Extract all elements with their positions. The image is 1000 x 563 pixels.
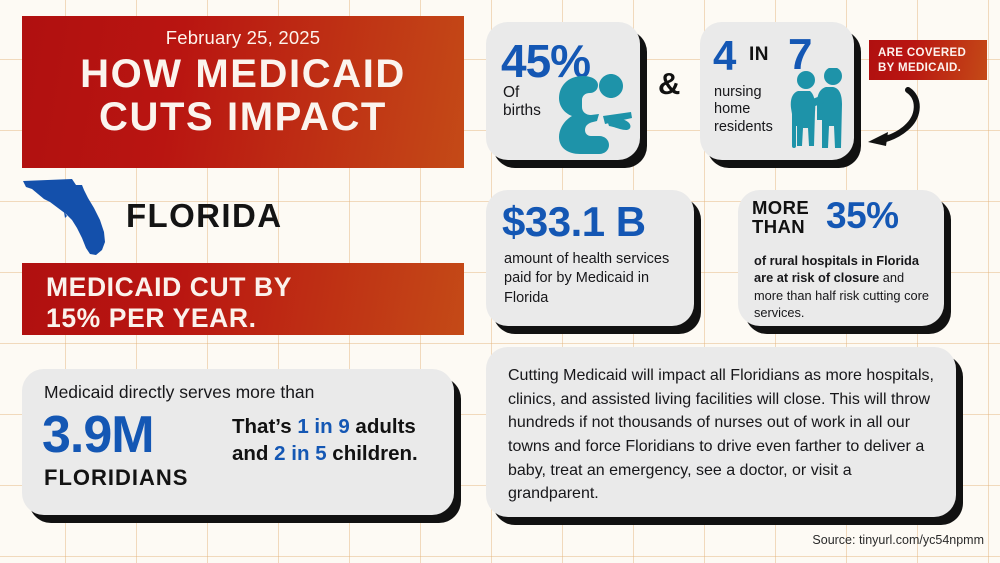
nursing-numerator: 4 xyxy=(713,32,737,79)
florida-label: FLORIDA xyxy=(126,197,283,234)
florida-row: FLORIDA xyxy=(18,179,458,255)
amount-desc-line2: paid for by Medicaid in Florida xyxy=(504,270,650,306)
rural-prefix-line2: THAN xyxy=(752,215,805,237)
cut-banner-line1: MEDICAID CUT BY xyxy=(46,272,293,302)
serves-adults-word: adults and xyxy=(232,415,416,465)
nursing-label-line3: residents xyxy=(714,118,773,135)
rural-description: of rural hospitals in Florida are at ris… xyxy=(754,252,934,322)
serves-intro-text: Medicaid directly serves more than xyxy=(44,382,315,402)
stat-card-nursing-home: 4 IN 7 nursing home residents xyxy=(700,22,854,160)
page-title-line2: CUTS IMPACT xyxy=(99,94,387,139)
serves-unit-label: FLORIDIANS xyxy=(44,465,189,490)
serves-value: 3.9M xyxy=(42,406,155,464)
source-citation: Source: tinyurl.com/yc54npmm xyxy=(812,533,984,547)
births-label-line1: Of xyxy=(503,84,520,101)
cut-banner-text: MEDICAID CUT BY 15% PER YEAR. xyxy=(22,263,464,333)
title-banner: February 25, 2025 HOW MEDICAID CUTS IMPA… xyxy=(22,16,464,168)
nursing-denominator: 7 xyxy=(788,30,813,79)
rural-desc-bold: of rural hospitals in Florida are at ris… xyxy=(754,253,919,286)
curved-arrow-down-left-icon xyxy=(868,87,920,146)
serves-ratio-text: That’s 1 in 9 adults and 2 in 5 children… xyxy=(232,414,437,467)
serves-ratio-children-a: 2 in xyxy=(274,441,310,465)
covered-by-medicaid-badge: ARE COVERED BY MEDICAID. xyxy=(869,40,987,80)
rural-prefix: MORE THAN xyxy=(752,197,810,237)
stat-card-health-services-amount: $33.1 B amount of health services paid f… xyxy=(486,190,694,326)
publication-date: February 25, 2025 xyxy=(165,27,321,48)
amount-desc-line1: amount of health services xyxy=(504,251,670,267)
elderly-caregiver-icon xyxy=(790,68,842,148)
florida-state-map-icon xyxy=(23,179,105,255)
nursing-label-line1: nursing xyxy=(714,84,762,100)
ampersand-connector: & xyxy=(658,66,681,101)
cut-banner-line2: 15% PER YEAR. xyxy=(46,302,257,333)
serves-thats-prefix: That’s xyxy=(232,415,298,438)
nursing-label: nursing home residents xyxy=(714,84,773,136)
covered-badge-line1: ARE COVERED xyxy=(878,47,967,59)
serves-ratio-adults: 1 in 9 xyxy=(297,415,350,438)
impact-paragraph-text: Cutting Medicaid will impact all Floridi… xyxy=(508,367,934,503)
births-label: Of births xyxy=(503,84,541,121)
medicaid-cut-banner: MEDICAID CUT BY 15% PER YEAR. xyxy=(22,263,464,335)
covered-badge-text: ARE COVERED BY MEDICAID. xyxy=(869,40,987,76)
serves-ratio-children-b: 5 xyxy=(315,441,327,465)
nursing-label-line2: home xyxy=(714,101,751,118)
amount-value: $33.1 B xyxy=(502,198,646,245)
stat-card-births: 45% Of births xyxy=(486,22,640,160)
impact-paragraph-card: Cutting Medicaid will impact all Floridi… xyxy=(486,347,956,517)
births-label-line2: births xyxy=(503,102,541,120)
stat-card-floridians-served: Medicaid directly serves more than 3.9M … xyxy=(22,369,454,515)
amount-description: amount of health services paid for by Me… xyxy=(504,250,694,308)
page-title: HOW MEDICAID CUTS IMPACT xyxy=(22,49,464,139)
covered-badge-line2: BY MEDICAID. xyxy=(878,61,962,74)
nursing-connector: IN xyxy=(749,44,769,65)
serves-children-word: children. xyxy=(326,441,418,465)
rural-desc-rest: and more than half risk cutting core ser… xyxy=(754,270,929,321)
stat-card-rural-hospitals: MORE THAN 35% of rural hospitals in Flor… xyxy=(738,190,944,326)
page-title-line1: HOW MEDICAID xyxy=(80,52,406,96)
rural-prefix-line1: MORE xyxy=(752,197,810,218)
baby-icon xyxy=(559,74,632,154)
rural-percent-value: 35% xyxy=(826,195,899,236)
